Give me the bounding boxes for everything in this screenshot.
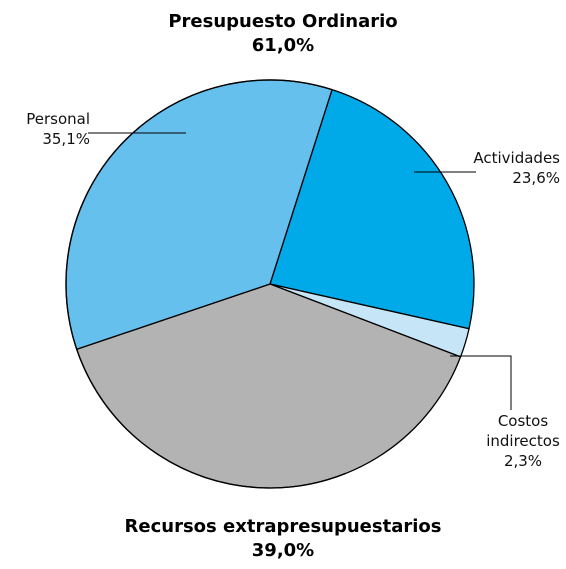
group-title: Presupuesto Ordinario [168, 11, 398, 32]
group-value: 61,0% [251, 35, 315, 56]
slice-value: 39,0% [251, 540, 315, 561]
group-arc [65, 79, 347, 489]
slice-name: Recursos extrapresupuestarios [124, 516, 442, 537]
slice-label: Actividades 23,6% [440, 148, 560, 188]
slice-name: Personal [26, 110, 90, 128]
slice-label: Personal 35,1% [14, 109, 90, 149]
leader-line [450, 355, 512, 410]
slice-name: Actividades [473, 149, 560, 167]
slice-value: 35,1% [42, 130, 90, 148]
slice-value: 23,6% [512, 169, 560, 187]
slice-label: Costos indirectos 2,3% [480, 411, 566, 471]
slice-value: 2,3% [503, 452, 543, 470]
slice-name: Costos indirectos [486, 412, 560, 450]
slice [269, 89, 475, 330]
